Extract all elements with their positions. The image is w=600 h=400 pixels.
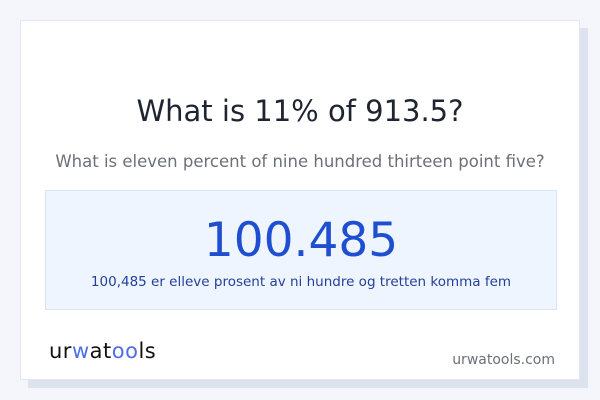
- result-words: 100,485 er elleve prosent av ni hundre o…: [90, 274, 512, 290]
- result-card: What is 11% of 913.5? What is eleven per…: [20, 20, 580, 380]
- site-url: urwatools.com: [452, 352, 555, 368]
- page-title: What is 11% of 913.5?: [136, 94, 464, 128]
- page-subtitle: What is eleven percent of nine hundred t…: [55, 152, 545, 171]
- result-box: 100.485 100,485 er elleve prosent av ni …: [45, 190, 557, 310]
- urwatools-logo: urwatools: [49, 339, 157, 363]
- result-value: 100.485: [203, 213, 399, 268]
